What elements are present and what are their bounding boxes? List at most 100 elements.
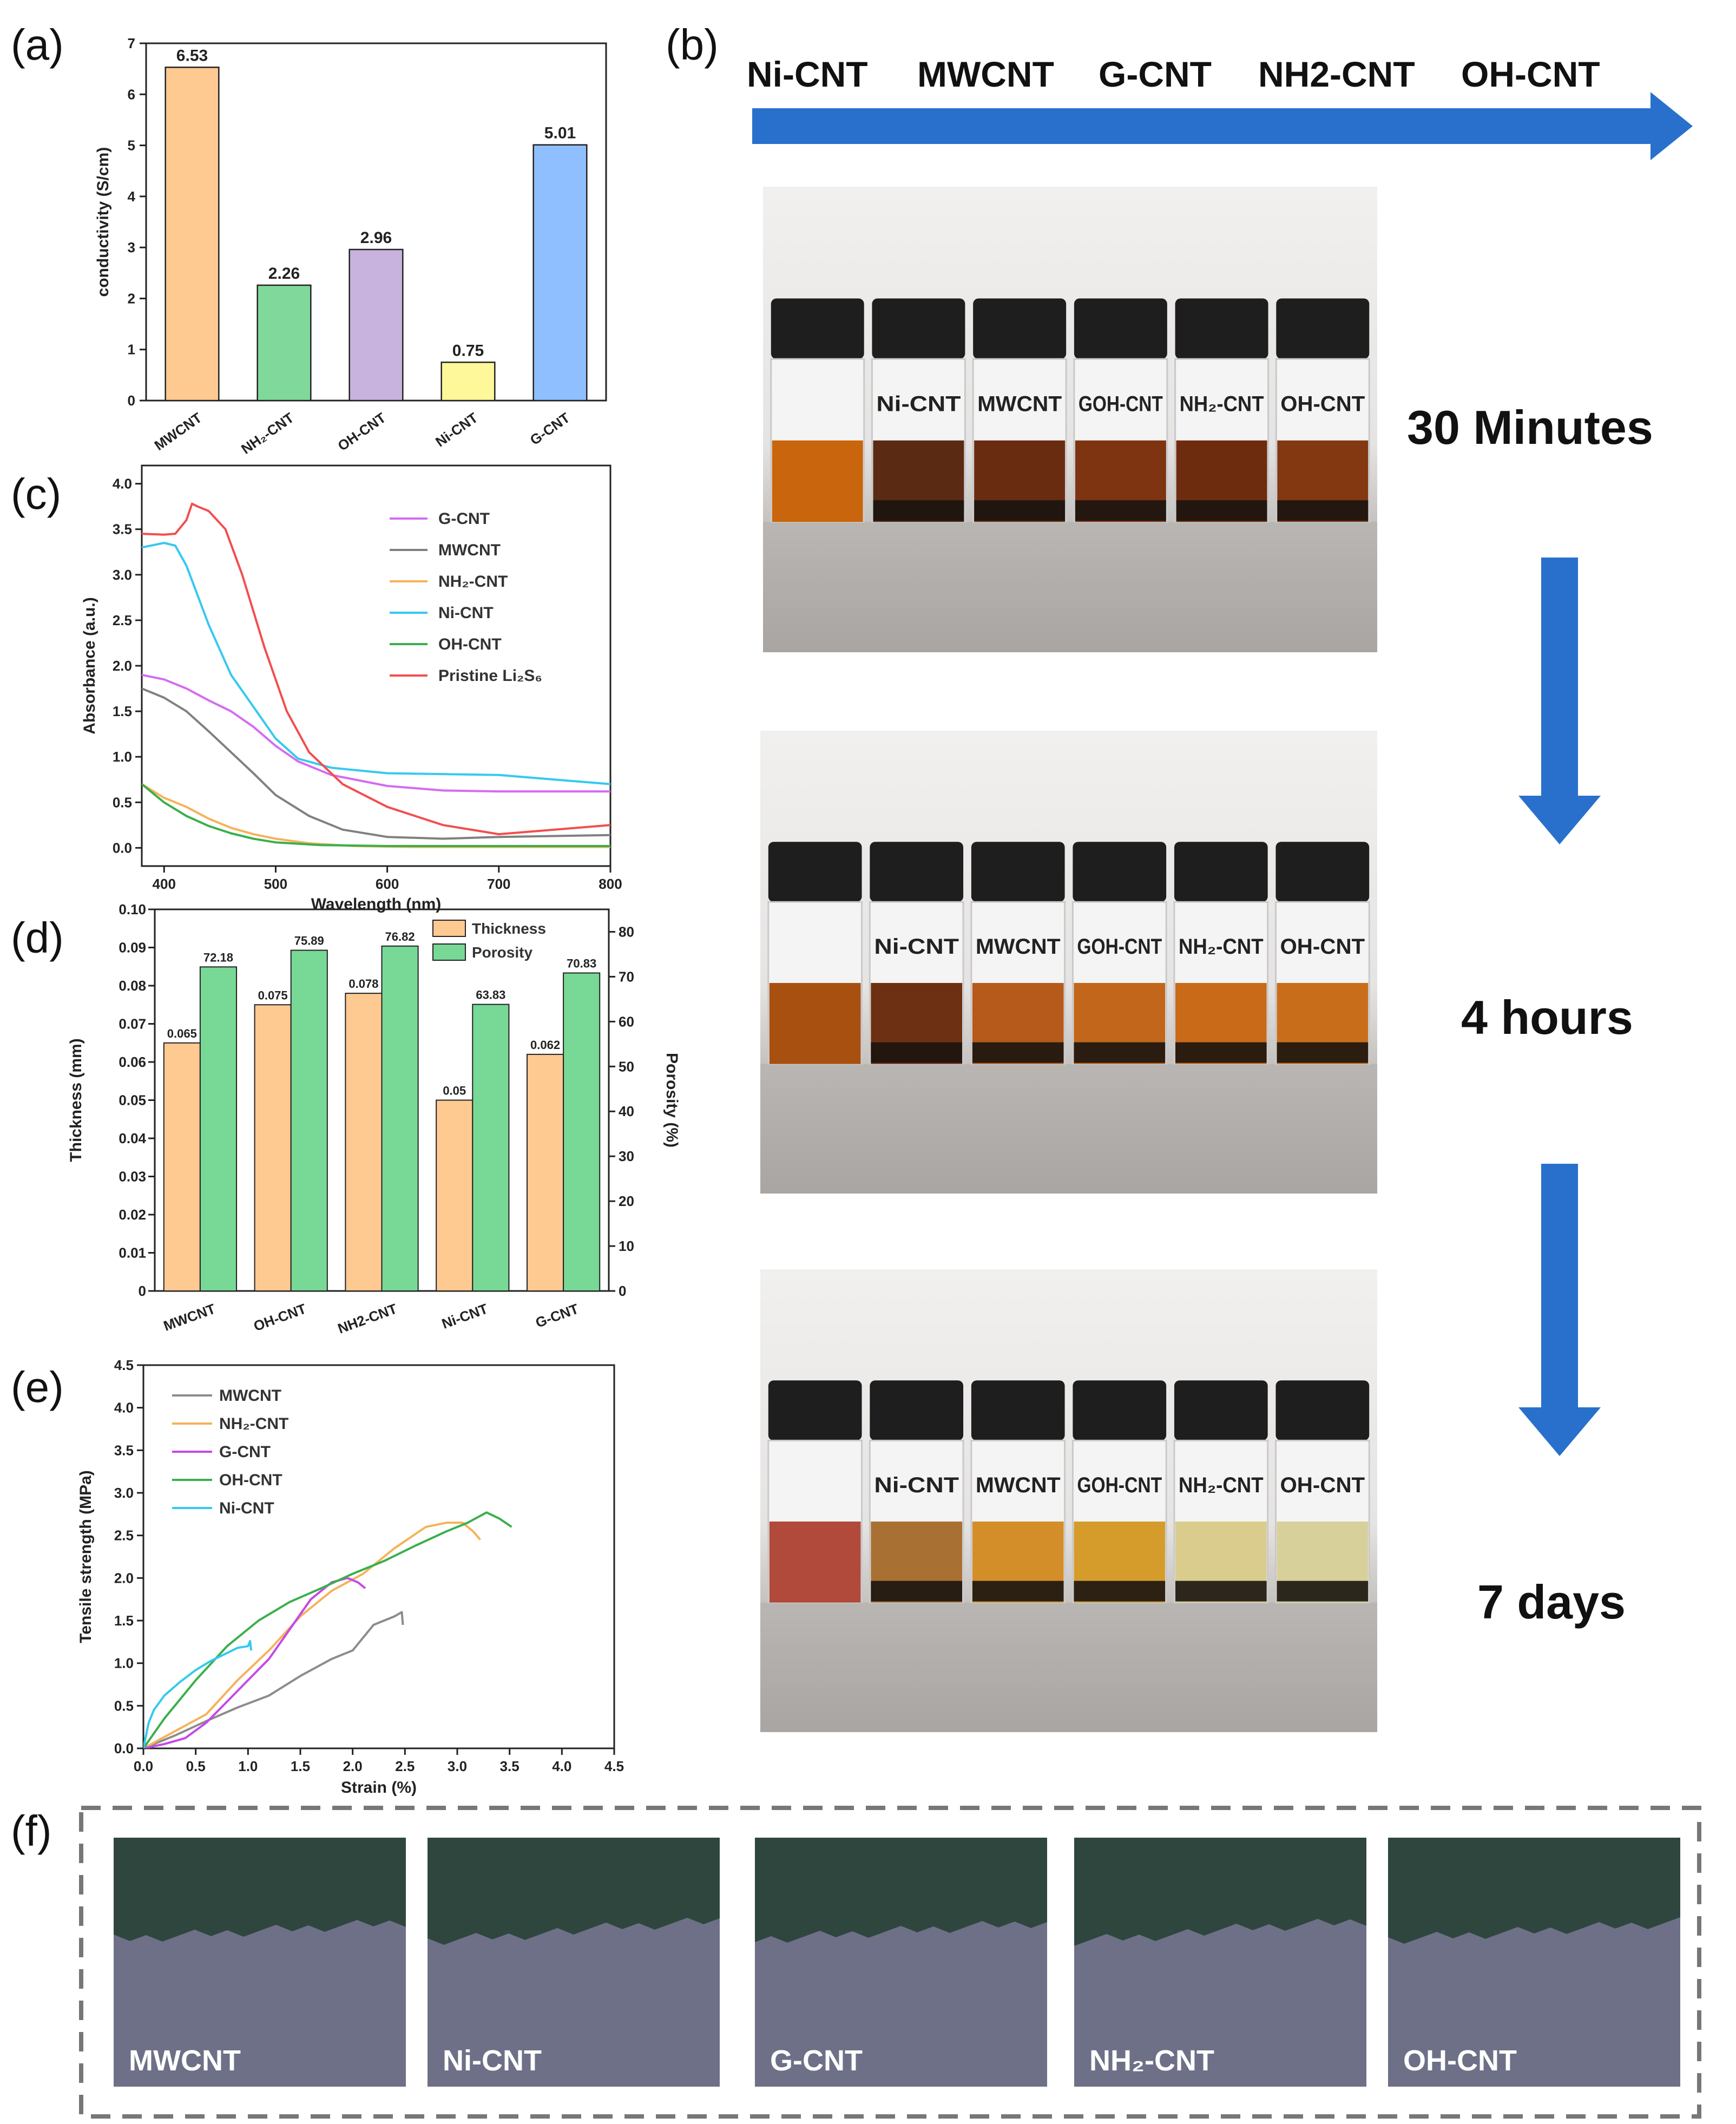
vial-cap [870, 1380, 964, 1441]
vial-handwritten-label: MWCNT [977, 392, 1062, 416]
legend-item-g-cnt: G-CNT [219, 1443, 271, 1461]
film-label: MWCNT [129, 2044, 241, 2077]
chart-a-conductivity: 0 1 2 3 4 5 6 7 6.53 MWCNT 2.26 NH₂-CNT 2.96 OH-CNT 0.… [94, 35, 607, 457]
x-tick-label: 4.5 [604, 1758, 624, 1774]
x-tick-label: MWCNT [161, 1300, 218, 1334]
vial-handwritten-label: NH₂-CNT [1179, 935, 1264, 959]
series-line-pristine-li2s6 [142, 502, 610, 836]
y-right-tick-label: 80 [619, 923, 634, 940]
time-label-7-days: 7 days [1477, 1575, 1626, 1629]
film-image-oh-cnt: OH-CNT [1388, 1838, 1680, 2087]
vial-liquid [769, 1521, 861, 1603]
y-tick-label: 4.5 [114, 1357, 134, 1373]
legend-item-oh-cnt: OH-CNT [438, 635, 502, 653]
data-label: 0.078 [348, 977, 378, 991]
vial-handwritten-label: Ni-CNT [874, 1473, 959, 1497]
x-tick-label: 1.5 [291, 1758, 310, 1774]
panel-letter-d: (d) [11, 914, 64, 962]
y-tick-label: 2.0 [113, 658, 132, 674]
x-tick-label: OH-CNT [251, 1300, 308, 1334]
header-label-ni-cnt: Ni-CNT [747, 54, 868, 94]
x-tick-label: 2.5 [395, 1758, 415, 1774]
x-tick-label: 700 [487, 876, 510, 892]
y-tick-label: 7 [128, 35, 135, 51]
vial-handwritten-label: Ni-CNT [876, 392, 961, 416]
vial-cap [771, 298, 864, 359]
bar-ni-cnt [440, 362, 496, 402]
bar-thickness-mwcnt [163, 1042, 201, 1292]
y-right-axis-label: Porosity (%) [663, 1053, 681, 1148]
y-tick-label: 0.04 [119, 1130, 146, 1146]
down-arrow-icon [1518, 1164, 1601, 1456]
panel-letter-f: (f) [11, 1807, 52, 1855]
y-right-tick-label: 50 [619, 1058, 634, 1074]
header-label-oh-cnt: OH-CNT [1461, 54, 1600, 94]
vial: OH-CNT [1275, 298, 1370, 523]
data-label: 0.05 [443, 1084, 466, 1098]
vial-cap [1174, 1380, 1268, 1441]
vial: OH-CNT [1274, 842, 1370, 1065]
y-tick-label: 3 [128, 239, 135, 255]
series-line-mwcnt [142, 687, 610, 840]
vial: OH-CNT [1274, 1380, 1370, 1604]
data-label: 2.96 [360, 229, 392, 247]
vial-cap [1073, 842, 1167, 902]
x-axis-label: Wavelength (nm) [311, 895, 442, 913]
y-tick-label: 0.05 [119, 1092, 146, 1109]
header-label-g-cnt: G-CNT [1099, 54, 1212, 94]
background-region [755, 1838, 1047, 1943]
vial-photo-3: Ni-CNT MWCNT GOH-CNT NH₂-CNT OH-CNT [760, 1269, 1377, 1732]
vial-cap [971, 842, 1065, 902]
y-right-tick-label: 0 [619, 1283, 626, 1299]
y-axis-label: Thickness (mm) [67, 1038, 85, 1162]
legend-item-ni-cnt: Ni-CNT [438, 604, 494, 622]
panel-letter-b: (b) [666, 21, 719, 69]
y-tick-label: 0.03 [119, 1169, 146, 1185]
y-tick-label: 6 [128, 86, 135, 102]
vial: MWCNT [972, 298, 1067, 523]
vial-sediment [1277, 500, 1369, 521]
bar-porosity-nh2-cnt [381, 945, 419, 1292]
data-label: 76.82 [385, 930, 415, 943]
vial: MWCNT [970, 842, 1066, 1065]
y-right-tick-label: 30 [619, 1148, 634, 1164]
vial-photo-2: Ni-CNT MWCNT GOH-CNT NH₂-CNT OH-CNT [760, 731, 1377, 1194]
legend-item-g-cnt: G-CNT [438, 510, 490, 528]
vial-cap [1275, 842, 1370, 902]
vial-sediment [1074, 1042, 1166, 1063]
header-label-mwcnt: MWCNT [917, 54, 1054, 94]
time-label-4-hours: 4 hours [1461, 991, 1633, 1044]
vial-cap [870, 842, 964, 902]
y-right-tick-label: 40 [619, 1103, 634, 1119]
panel-f-bending-images: MWCNT Ni-CNT G-CNT NH₂-CNT OH-CNT [79, 1806, 1701, 2119]
y-tick-label: 1.5 [114, 1612, 134, 1629]
y-tick-label: 0.10 [119, 901, 146, 917]
series-line-g-cnt [143, 1577, 366, 1748]
y-tick-label: 3.0 [113, 567, 132, 583]
series-line-oh-cnt [142, 783, 610, 847]
legend-item-nh2-cnt: NH₂-CNT [438, 573, 508, 591]
x-tick-label: G-CNT [527, 409, 573, 448]
bar-thickness-g-cnt [526, 1053, 564, 1292]
x-tick-label: 400 [153, 876, 176, 892]
order-arrow [752, 92, 1693, 160]
y-tick-label: 2.0 [114, 1570, 134, 1586]
x-tick-label: G-CNT [534, 1300, 581, 1330]
bar-oh-cnt [348, 248, 404, 402]
x-tick-label: 800 [599, 876, 622, 892]
y-tick-label: 4.0 [114, 1400, 134, 1416]
vial: NH₂-CNT [1173, 1380, 1269, 1604]
film-image-nh2-cnt: NH₂-CNT [1074, 1838, 1366, 2087]
film-image-g-cnt: G-CNT [755, 1838, 1047, 2087]
y-tick-label: 4.0 [113, 476, 132, 492]
vial-sediment [1277, 1042, 1369, 1063]
series-line-oh-cnt [143, 1511, 512, 1748]
vial-cap [1174, 842, 1268, 902]
photo-table-surface [760, 1602, 1377, 1732]
vial: Ni-CNT [869, 842, 964, 1065]
down-arrow-icon [1518, 558, 1601, 844]
plot-frame [141, 464, 611, 867]
legend-item-thickness: Thickness [472, 920, 546, 937]
vial: GOH-CNT [1071, 1380, 1167, 1604]
